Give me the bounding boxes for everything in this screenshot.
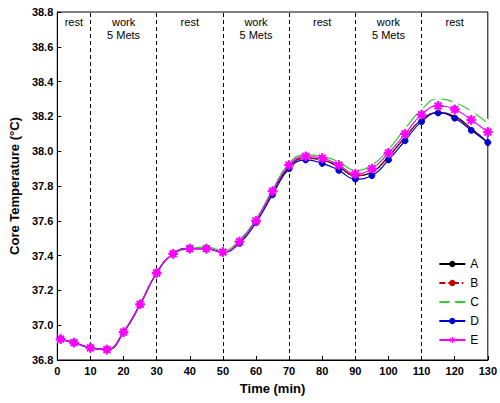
svg-text:5 Mets: 5 Mets (372, 29, 406, 41)
svg-text:0: 0 (54, 365, 60, 377)
svg-text:36.8: 36.8 (32, 354, 53, 366)
svg-text:38.2: 38.2 (32, 110, 53, 122)
svg-text:C: C (470, 295, 479, 309)
svg-text:rest: rest (181, 16, 199, 28)
svg-text:work: work (243, 16, 268, 28)
svg-text:37.2: 37.2 (32, 284, 53, 296)
svg-text:5 Mets: 5 Mets (107, 29, 141, 41)
svg-text:130: 130 (479, 365, 497, 377)
svg-text:Time (min): Time (min) (240, 381, 306, 396)
svg-text:70: 70 (283, 365, 295, 377)
svg-text:38.8: 38.8 (32, 6, 53, 18)
svg-text:37.4: 37.4 (32, 250, 54, 262)
svg-text:5 Mets: 5 Mets (240, 29, 274, 41)
svg-text:110: 110 (413, 365, 431, 377)
svg-text:work: work (376, 16, 401, 28)
svg-text:37.8: 37.8 (32, 180, 53, 192)
svg-text:B: B (470, 276, 478, 290)
svg-text:Core Temperature (°C): Core Temperature (°C) (7, 117, 22, 255)
svg-text:60: 60 (250, 365, 262, 377)
svg-text:E: E (470, 333, 478, 347)
svg-text:20: 20 (117, 365, 129, 377)
svg-text:38.6: 38.6 (32, 41, 53, 53)
svg-text:A: A (470, 257, 478, 271)
svg-text:37.0: 37.0 (32, 319, 53, 331)
svg-text:rest: rest (65, 16, 83, 28)
svg-text:100: 100 (379, 365, 397, 377)
svg-text:80: 80 (316, 365, 328, 377)
svg-text:120: 120 (446, 365, 464, 377)
svg-text:D: D (470, 314, 479, 328)
svg-text:37.6: 37.6 (32, 215, 53, 227)
svg-text:work: work (111, 16, 136, 28)
svg-text:38.0: 38.0 (32, 145, 53, 157)
svg-text:50: 50 (217, 365, 229, 377)
svg-text:38.4: 38.4 (32, 76, 54, 88)
svg-text:10: 10 (84, 365, 96, 377)
svg-text:40: 40 (184, 365, 196, 377)
svg-text:30: 30 (151, 365, 163, 377)
svg-text:90: 90 (349, 365, 361, 377)
svg-text:rest: rest (446, 16, 464, 28)
svg-text:rest: rest (313, 16, 331, 28)
